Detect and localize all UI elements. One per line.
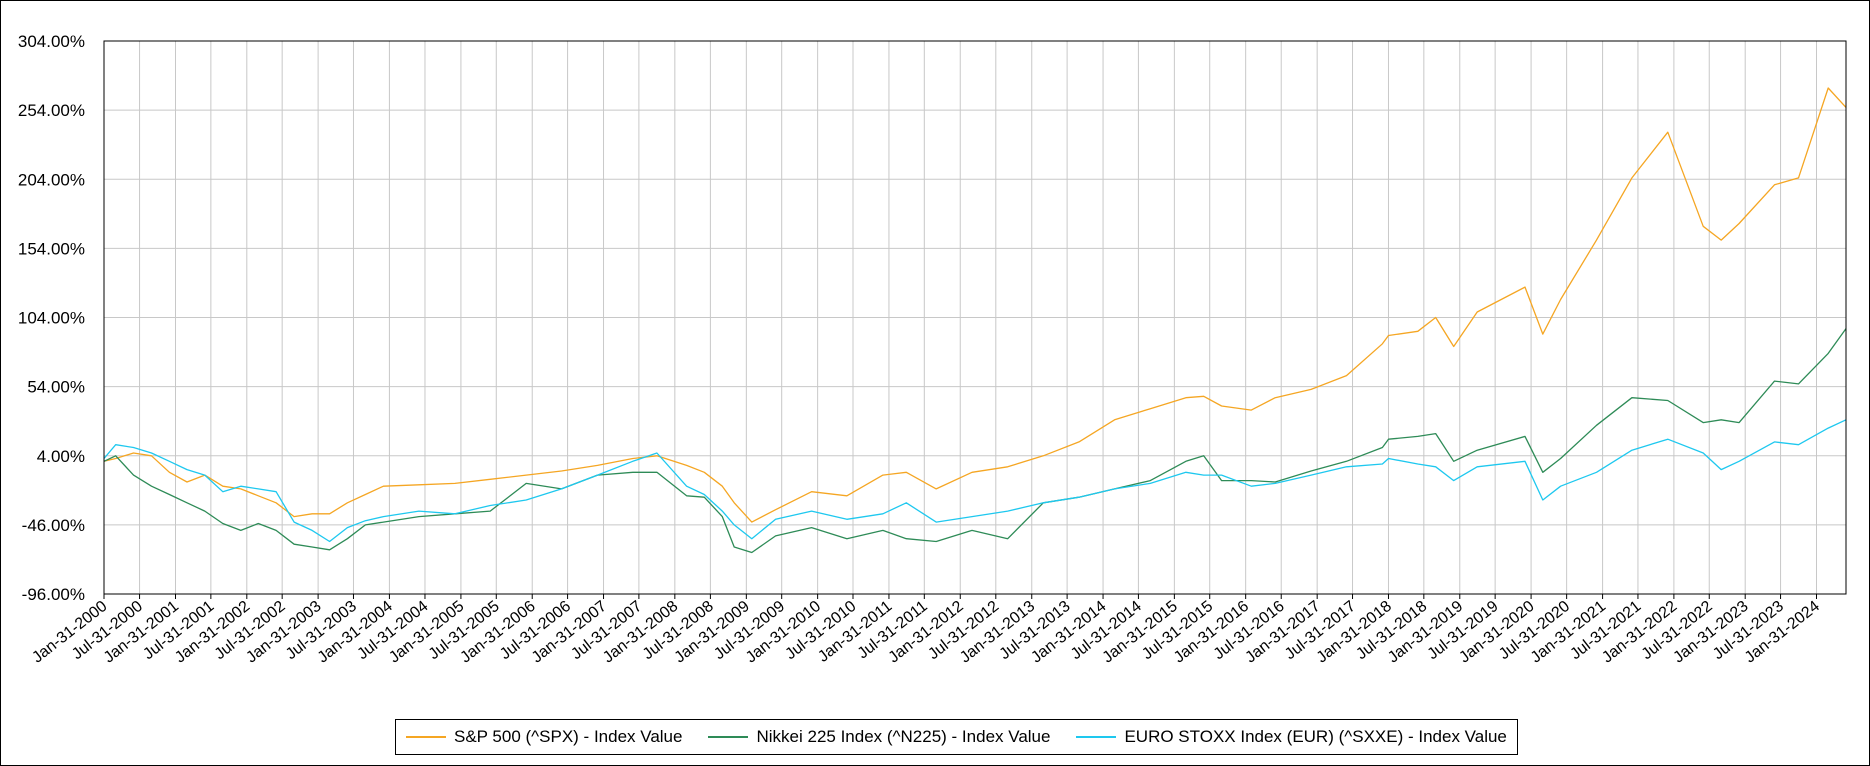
y-axis-tick-labels: -96.00% -46.00% 4.00% 54.00% 104.00% 154.00% 2… bbox=[18, 32, 85, 604]
series-line-sp500 bbox=[103, 87, 1847, 523]
y-tick-label: 104.00% bbox=[18, 309, 85, 328]
legend-entry-eurostoxx: EURO STOXX Index (EUR) (^SXXE) - Index V… bbox=[1076, 727, 1507, 747]
legend-swatch-nikkei bbox=[708, 736, 749, 738]
y-tick-label: 54.00% bbox=[27, 378, 85, 397]
y-tick-label: 4.00% bbox=[37, 447, 85, 466]
y-tick-label: 304.00% bbox=[18, 32, 85, 51]
legend-entry-nikkei: Nikkei 225 Index (^N225) - Index Value bbox=[708, 727, 1050, 747]
y-tick-label: 204.00% bbox=[18, 170, 85, 189]
y-tick-label: 254.00% bbox=[18, 101, 85, 120]
series-line-nikkei bbox=[103, 328, 1847, 554]
series-line-eurostoxx bbox=[103, 419, 1847, 543]
legend-label-eurostoxx: EURO STOXX Index (EUR) (^SXXE) - Index V… bbox=[1124, 727, 1507, 746]
legend-swatch-eurostoxx bbox=[1076, 736, 1117, 738]
y-tick-label: -96.00% bbox=[22, 585, 85, 604]
chart-legend: S&P 500 (^SPX) - Index Value Nikkei 225 … bbox=[395, 719, 1518, 755]
legend-entry-sp500: S&P 500 (^SPX) - Index Value bbox=[406, 727, 682, 747]
grid-lines bbox=[103, 40, 1846, 599]
legend-label-sp500: S&P 500 (^SPX) - Index Value bbox=[454, 727, 683, 746]
legend-swatch-sp500 bbox=[406, 736, 446, 738]
y-tick-label: 154.00% bbox=[18, 239, 85, 258]
y-tick-label: -46.00% bbox=[22, 516, 85, 535]
x-axis-tick-labels: Jan-31-2000Jul-31-2000Jan-31-2001Jul-31-… bbox=[29, 598, 1823, 667]
series-lines bbox=[103, 87, 1847, 554]
legend-label-nikkei: Nikkei 225 Index (^N225) - Index Value bbox=[756, 727, 1051, 746]
plot-area-border bbox=[103, 40, 1847, 595]
